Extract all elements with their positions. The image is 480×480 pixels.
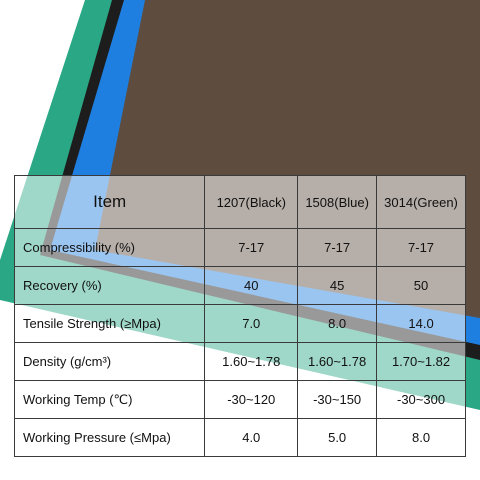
value-cell: 8.0 bbox=[376, 418, 466, 457]
value-cell: 7-17 bbox=[376, 228, 466, 267]
value-cell: 50 bbox=[376, 266, 466, 305]
header-cell: 1508(Blue) bbox=[297, 175, 378, 229]
value-cell: -30~150 bbox=[297, 380, 378, 419]
value-cell: 7.0 bbox=[204, 304, 299, 343]
property-cell: Compressibility (%) bbox=[13, 228, 206, 267]
value-cell: 14.0 bbox=[376, 304, 466, 343]
value-cell: 1.60~1.78 bbox=[297, 342, 378, 381]
table-row: Working Pressure (≤Mpa) 4.0 5.0 8.0 bbox=[13, 418, 466, 457]
header-cell: 1207(Black) bbox=[204, 175, 299, 229]
value-cell: 7-17 bbox=[297, 228, 378, 267]
table-row: Recovery (%) 40 45 50 bbox=[13, 266, 466, 305]
value-cell: 5.0 bbox=[297, 418, 378, 457]
value-cell: 8.0 bbox=[297, 304, 378, 343]
value-cell: 1.60~1.78 bbox=[204, 342, 299, 381]
property-cell: Recovery (%) bbox=[13, 266, 206, 305]
table-row: Density (g/cm³) 1.60~1.78 1.60~1.78 1.70~1.… bbox=[13, 342, 466, 381]
value-cell: -30~300 bbox=[376, 380, 466, 419]
property-cell: Working Pressure (≤Mpa) bbox=[13, 418, 206, 457]
spec-table: Item 1207(Black) 1508(Blue) 3014(Green) Comp… bbox=[13, 175, 466, 457]
value-cell: 7-17 bbox=[204, 228, 299, 267]
value-cell: 1.70~1.82 bbox=[376, 342, 466, 381]
header-cell: 3014(Green) bbox=[376, 175, 466, 229]
value-cell: -30~120 bbox=[204, 380, 299, 419]
table-row: Working Temp (℃) -30~120 -30~150 -30~300 bbox=[13, 380, 466, 419]
value-cell: 45 bbox=[297, 266, 378, 305]
table-row: Item 1207(Black) 1508(Blue) 3014(Green) bbox=[13, 175, 466, 229]
property-cell: Tensile Strength (≥Mpa) bbox=[13, 304, 206, 343]
property-cell: Working Temp (℃) bbox=[13, 380, 206, 419]
property-cell: Density (g/cm³) bbox=[13, 342, 206, 381]
value-cell: 40 bbox=[204, 266, 299, 305]
header-cell: Item bbox=[13, 175, 206, 229]
value-cell: 4.0 bbox=[204, 418, 299, 457]
table-row: Compressibility (%) 7-17 7-17 7-17 bbox=[13, 228, 466, 267]
table-row: Tensile Strength (≥Mpa) 7.0 8.0 14.0 bbox=[13, 304, 466, 343]
